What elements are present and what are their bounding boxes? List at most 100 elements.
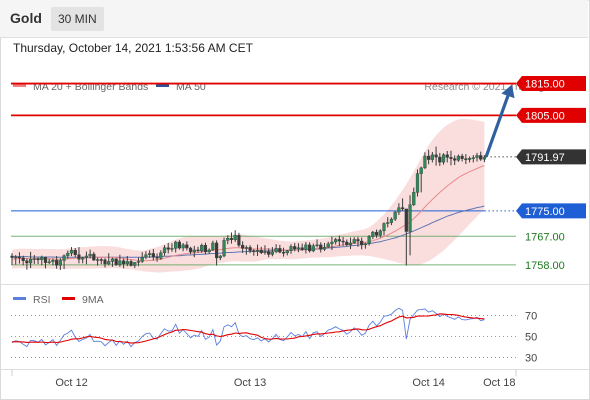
candle-body	[441, 154, 446, 163]
candle-body	[308, 244, 312, 252]
candle	[211, 240, 215, 251]
candle	[95, 257, 100, 266]
candle-body	[144, 254, 148, 258]
candle-body	[140, 257, 144, 262]
legend-label: 9MA	[82, 294, 104, 306]
candle	[241, 241, 245, 253]
rsi-tick-label: 30	[525, 353, 537, 365]
candle	[114, 258, 118, 266]
candle	[214, 240, 219, 266]
candle-body	[415, 173, 420, 193]
candle	[148, 250, 152, 258]
candle	[203, 242, 208, 255]
candle-body	[155, 257, 159, 259]
timeframe-button[interactable]: 30 MIN	[51, 7, 104, 31]
candle-body	[55, 259, 59, 266]
candle	[367, 235, 371, 246]
candle-body	[17, 256, 22, 259]
candle	[356, 236, 360, 247]
candle-body	[47, 261, 51, 263]
x-tick-label: Oct 18	[483, 377, 515, 389]
candle-body	[352, 239, 356, 244]
candle	[207, 248, 211, 254]
candle	[471, 155, 475, 163]
candle-body	[337, 239, 341, 242]
candle	[263, 245, 267, 255]
candle	[144, 251, 148, 260]
candle	[363, 242, 367, 249]
candle	[170, 243, 174, 252]
candle	[456, 154, 460, 162]
candle-body	[475, 155, 479, 158]
candle-body	[356, 239, 360, 242]
candle-body	[29, 258, 33, 264]
candle-body	[259, 250, 263, 254]
candle	[47, 258, 51, 264]
candle	[341, 236, 345, 246]
candle-body	[151, 253, 155, 258]
candle	[110, 257, 115, 267]
candle	[181, 242, 185, 252]
candle	[66, 250, 70, 259]
candle	[55, 256, 59, 269]
candle	[229, 232, 234, 244]
candle-body	[214, 242, 219, 259]
candle-body	[129, 261, 133, 266]
candle	[281, 247, 286, 257]
candle	[51, 258, 55, 266]
candle-body	[177, 241, 181, 249]
candle	[278, 244, 282, 254]
candle-body	[255, 250, 260, 252]
candle-body	[237, 235, 241, 246]
candle	[479, 151, 483, 161]
candle	[345, 239, 349, 247]
candle-body	[453, 158, 457, 161]
candle	[226, 235, 230, 245]
candle	[118, 254, 122, 267]
candle	[222, 237, 226, 258]
candle-body	[192, 249, 196, 253]
candle-body	[438, 156, 442, 163]
candle	[374, 229, 379, 238]
level-value: 1805.00	[525, 110, 565, 122]
candle-body	[274, 248, 278, 253]
candle	[58, 258, 62, 270]
instrument-name: Gold	[10, 10, 42, 26]
level-tag	[516, 107, 586, 123]
level-value: 1767.00	[525, 231, 565, 243]
arrow-head	[501, 84, 515, 99]
candle	[107, 253, 111, 266]
level-tag	[516, 149, 586, 165]
level-tag	[516, 203, 586, 219]
candle	[92, 251, 96, 261]
candle	[311, 243, 315, 253]
rsi-tick-label: 50	[525, 332, 537, 344]
candle-body	[229, 237, 234, 240]
candle	[133, 262, 137, 269]
candle-body	[107, 261, 111, 265]
chart-timestamp: Thursday, October 14, 2021 1:53:56 AM CE…	[13, 41, 253, 55]
candle-body	[40, 257, 44, 261]
candle	[32, 255, 36, 264]
candle-body	[315, 244, 319, 247]
candle-body	[77, 254, 81, 260]
candle-body	[330, 241, 334, 245]
candle-body	[423, 155, 427, 169]
candle	[248, 245, 252, 254]
candle	[389, 217, 394, 226]
candle-body	[118, 260, 122, 265]
candle-body	[430, 154, 434, 160]
candle-body	[345, 241, 349, 246]
candle-body	[241, 244, 245, 249]
candle	[88, 249, 92, 259]
candle	[36, 257, 40, 264]
candle	[103, 258, 107, 268]
candle-body	[92, 253, 96, 261]
candle	[267, 248, 271, 258]
candle-body	[334, 239, 338, 243]
candle	[300, 243, 304, 251]
candle	[308, 242, 312, 253]
candle	[293, 242, 297, 252]
candle-body	[69, 250, 74, 254]
